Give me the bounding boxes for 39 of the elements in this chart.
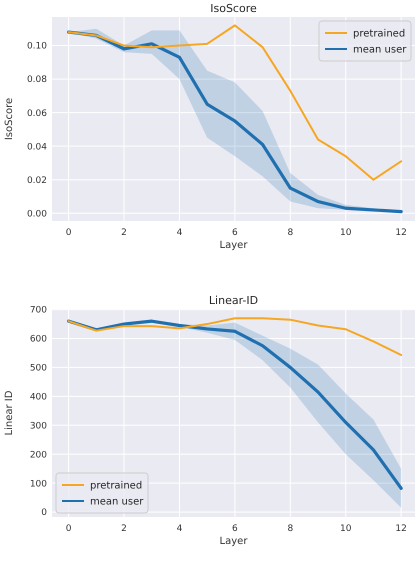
y-tick-label: 500: [30, 364, 48, 374]
line-series: [68, 317, 402, 356]
y-tick-label: 0.04: [26, 142, 48, 152]
y-tick-label: 400: [30, 392, 48, 403]
y-axis-title: IsoScore: [4, 98, 15, 140]
legend-label: mean user: [90, 496, 144, 508]
x-tick-label: 4: [176, 524, 183, 534]
y-tick-label: 0.06: [26, 108, 48, 119]
x-tick-label: 10: [340, 228, 352, 238]
y-tick-label: 100: [30, 479, 48, 490]
x-tick-label: 4: [176, 228, 183, 238]
x-tick-label: 10: [340, 524, 352, 534]
chart-title: Linear-ID: [208, 294, 258, 307]
x-tick-label: 2: [121, 228, 127, 238]
y-tick-label: 0.02: [26, 176, 47, 186]
y-axis-title: Linear ID: [4, 390, 15, 436]
y-tick-label: 700: [30, 306, 48, 316]
x-tick-label: 12: [395, 524, 407, 534]
y-tick-label: 200: [30, 450, 48, 460]
y-tick-label: 0: [41, 508, 48, 518]
y-tick-label: 0.08: [26, 75, 48, 86]
legend-label: pretrained: [90, 480, 142, 492]
y-tick-label: 600: [30, 334, 48, 345]
y-tick-label: 300: [30, 421, 48, 432]
x-tick-label: 8: [287, 524, 294, 534]
x-tick-label: 6: [232, 524, 238, 534]
x-tick-label: 12: [395, 228, 407, 238]
x-tick-label: 0: [66, 524, 72, 534]
x-tick-label: 0: [66, 228, 72, 238]
y-tick-label: 0.00: [26, 209, 48, 220]
x-tick-label: 8: [287, 228, 294, 238]
legend-label: pretrained: [353, 28, 406, 40]
x-axis-title: Layer: [220, 240, 248, 251]
chart-title: IsoScore: [210, 2, 257, 15]
legend-label: mean user: [353, 44, 408, 56]
x-axis-title: Layer: [220, 536, 248, 547]
x-tick-label: 6: [232, 228, 238, 238]
x-tick-label: 2: [121, 524, 127, 534]
y-tick-label: 0.10: [26, 42, 48, 52]
